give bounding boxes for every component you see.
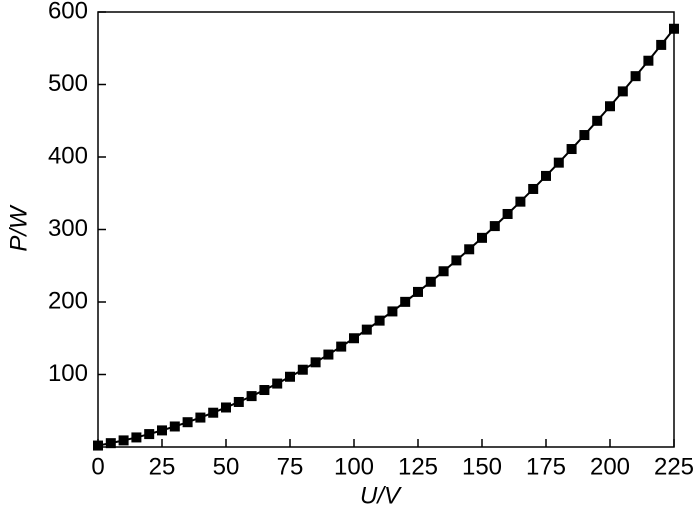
data-point — [208, 407, 219, 418]
y-axis-label: P/W — [5, 204, 32, 252]
x-axis-label: U/V — [360, 482, 402, 509]
x-tick-label: 175 — [526, 453, 566, 480]
data-point — [617, 86, 628, 97]
data-point — [489, 221, 500, 232]
data-point — [464, 244, 475, 255]
data-point — [195, 412, 206, 423]
data-point — [630, 71, 641, 82]
x-tick-label: 25 — [149, 453, 176, 480]
x-tick-label: 100 — [334, 453, 374, 480]
data-point — [182, 417, 193, 428]
data-point — [285, 371, 295, 382]
y-tick-label: 400 — [48, 142, 88, 169]
plot-frame — [97, 11, 675, 448]
x-tick-label: 125 — [398, 453, 438, 480]
data-line — [97, 28, 675, 447]
y-tick-label: 500 — [48, 70, 88, 97]
data-point — [438, 266, 449, 277]
data-point — [400, 296, 411, 307]
data-point — [233, 396, 244, 407]
data-point — [451, 255, 462, 266]
data-point — [157, 425, 167, 436]
data-point — [387, 306, 398, 317]
data-point — [515, 196, 526, 207]
data-point — [669, 23, 679, 34]
data-point — [425, 276, 436, 287]
data-point — [361, 324, 372, 335]
data-point — [336, 341, 347, 352]
y-tick-label: 600 — [48, 0, 88, 24]
x-tick-label: 150 — [462, 453, 502, 480]
data-point — [118, 435, 129, 446]
x-tick-label: 75 — [277, 453, 304, 480]
data-point — [297, 364, 308, 375]
data-point — [528, 183, 539, 194]
data-point — [310, 357, 321, 368]
data-point — [541, 170, 551, 181]
x-tick-label: 225 — [654, 453, 694, 480]
data-point — [169, 421, 180, 432]
data-point — [592, 115, 603, 126]
data-point — [272, 378, 283, 389]
data-point — [323, 349, 334, 360]
x-tick-label: 0 — [91, 453, 104, 480]
data-point — [656, 39, 667, 50]
data-point — [413, 286, 423, 297]
data-point — [349, 333, 359, 344]
data-point — [477, 232, 487, 243]
data-point — [144, 429, 155, 440]
data-point — [105, 438, 116, 449]
x-tick-label: 200 — [590, 453, 630, 480]
y-tick-label: 300 — [48, 215, 88, 242]
data-point — [374, 315, 385, 326]
y-tick-label: 200 — [48, 287, 88, 314]
data-point — [566, 144, 577, 155]
data-point — [221, 402, 231, 413]
data-point — [579, 130, 590, 141]
data-point — [259, 385, 270, 396]
data-point — [502, 208, 513, 219]
data-point — [605, 101, 615, 112]
x-tick-label: 50 — [213, 453, 240, 480]
data-point — [131, 432, 142, 443]
data-point — [553, 157, 564, 168]
y-tick-label: 100 — [48, 360, 88, 387]
data-point — [93, 440, 103, 451]
data-point — [643, 55, 654, 66]
data-point — [246, 391, 257, 402]
